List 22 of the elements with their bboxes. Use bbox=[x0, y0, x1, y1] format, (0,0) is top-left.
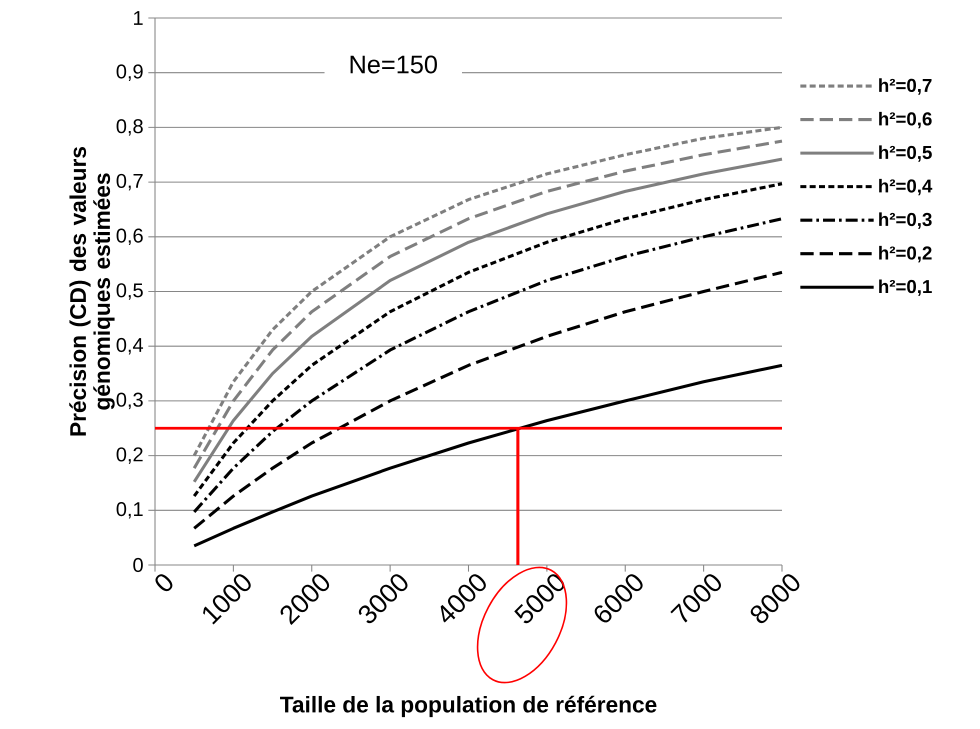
y-tick-label: 0,4 bbox=[116, 338, 144, 354]
y-tick-label: 0,7 bbox=[116, 174, 143, 190]
text: Ne=150 bbox=[350, 56, 437, 74]
y-tick-label: 0,8 bbox=[116, 119, 143, 136]
y-tick-label: 0,9 bbox=[116, 64, 143, 81]
y-tick-label: 0,1 bbox=[116, 502, 143, 519]
y-tick-label: 0 bbox=[133, 558, 143, 572]
y-tick-label: 0,2 bbox=[116, 447, 143, 464]
legend-label: h²=0,6 bbox=[879, 112, 932, 128]
legend-label: h²=0,5 bbox=[879, 145, 932, 162]
y-tick-label: 0,5 bbox=[116, 283, 143, 300]
y-tick-label: 0,3 bbox=[116, 392, 143, 410]
x-axis-title: Taille de la population de référence bbox=[280, 696, 656, 718]
legend-label: h²=0,2 bbox=[879, 246, 932, 262]
legend-label: h²=0,4 bbox=[879, 178, 932, 196]
legend-label: h²=0,7 bbox=[879, 78, 932, 95]
y-axis-title: Précision (CD) des valeurs génomiques estimées bbox=[69, 146, 115, 436]
x-tick-label: 0 bbox=[155, 574, 172, 592]
y-tick-label: 1 bbox=[134, 11, 143, 25]
legend-label: h²=0,3 bbox=[879, 212, 932, 229]
legend-label: h²=0,1 bbox=[879, 279, 932, 296]
y-tick-label: 0,6 bbox=[116, 228, 143, 246]
